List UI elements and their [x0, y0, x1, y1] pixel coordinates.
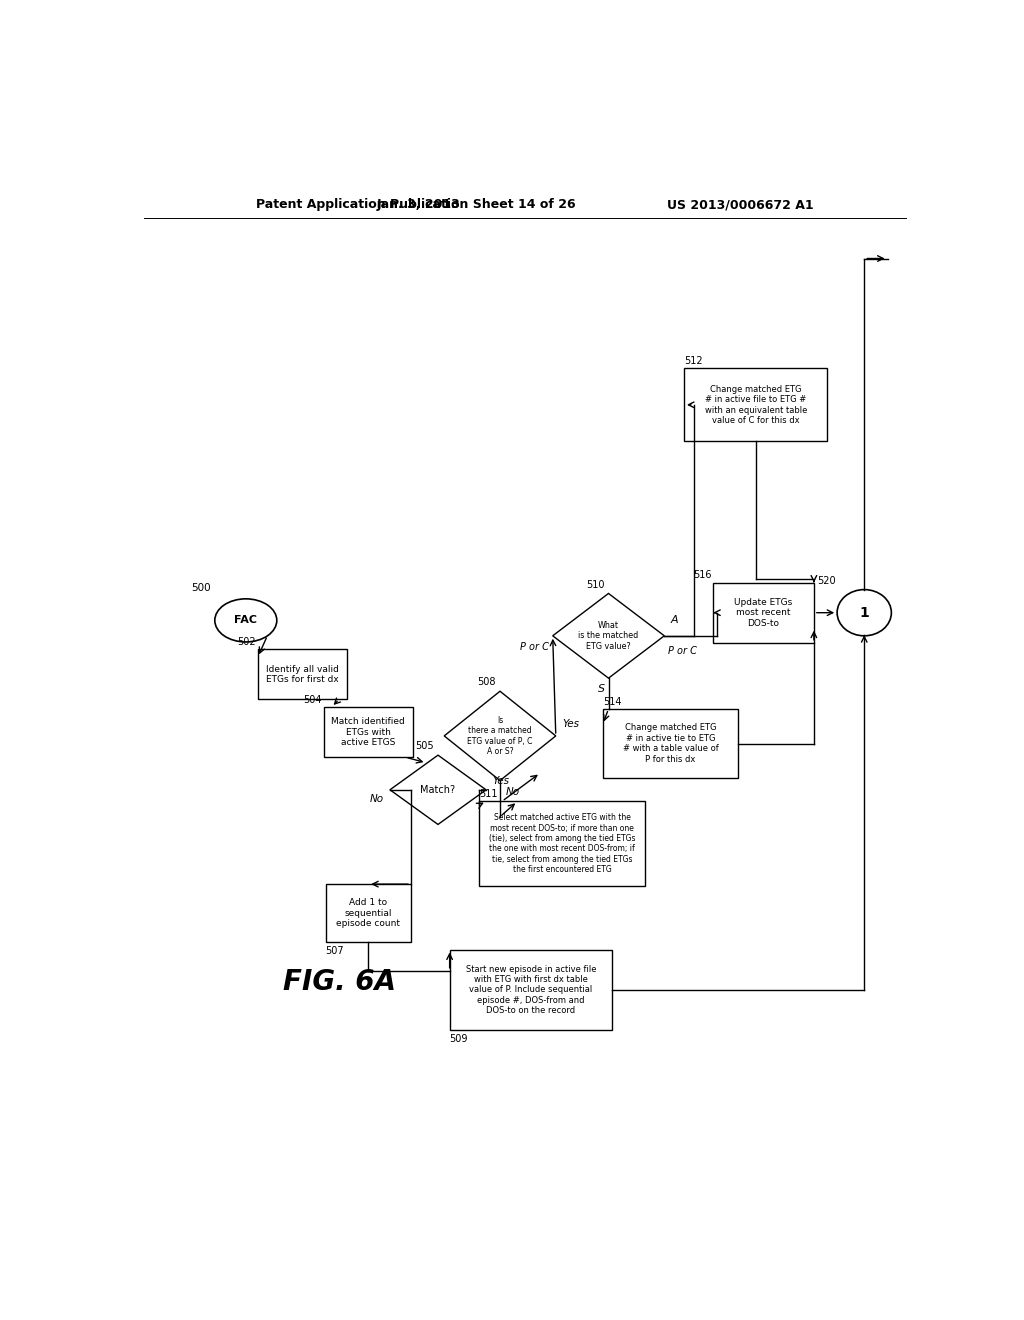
Text: No: No	[506, 787, 520, 797]
Text: FAC: FAC	[234, 615, 257, 626]
Bar	[713, 582, 814, 643]
Text: 505: 505	[416, 742, 434, 751]
Text: 1: 1	[859, 606, 869, 619]
Text: 510: 510	[586, 579, 604, 590]
Text: No: No	[370, 795, 384, 804]
Bar	[450, 949, 612, 1031]
Text: Match identified
ETGs with
active ETGS: Match identified ETGs with active ETGS	[332, 717, 406, 747]
Text: 502: 502	[238, 638, 256, 647]
Text: P or C: P or C	[669, 647, 697, 656]
Text: S: S	[597, 684, 604, 694]
Text: FIG. 6A: FIG. 6A	[283, 969, 396, 997]
Text: Yes: Yes	[562, 719, 579, 730]
Text: 512: 512	[684, 356, 702, 366]
Bar	[258, 649, 347, 700]
Text: Select matched active ETG with the
most recent DOS-to; if more than one
(tie), s: Select matched active ETG with the most …	[488, 813, 635, 874]
Polygon shape	[390, 755, 486, 825]
Text: 520: 520	[817, 576, 836, 586]
Text: 509: 509	[450, 1035, 468, 1044]
Text: 516: 516	[693, 570, 712, 581]
Text: Patent Application Publication: Patent Application Publication	[256, 198, 468, 211]
Polygon shape	[553, 594, 665, 678]
Text: P or C: P or C	[520, 643, 549, 652]
Bar	[603, 709, 738, 779]
Text: Jan. 3, 2013   Sheet 14 of 26: Jan. 3, 2013 Sheet 14 of 26	[377, 198, 577, 211]
Polygon shape	[444, 692, 556, 780]
Text: 507: 507	[326, 945, 344, 956]
Text: Yes: Yes	[493, 776, 509, 785]
Bar	[324, 708, 413, 758]
Text: 508: 508	[477, 677, 496, 688]
Text: What
is the matched
ETG value?: What is the matched ETG value?	[579, 620, 639, 651]
Text: Start new episode in active file
with ETG with first dx table
value of P. Includ: Start new episode in active file with ET…	[466, 965, 596, 1015]
Ellipse shape	[215, 599, 276, 642]
Text: Update ETGs
most recent
DOS-to: Update ETGs most recent DOS-to	[734, 598, 793, 627]
Text: A: A	[671, 615, 678, 626]
Text: Identify all valid
ETGs for first dx: Identify all valid ETGs for first dx	[266, 664, 339, 684]
Bar	[326, 884, 411, 942]
Bar	[684, 368, 827, 441]
Text: 511: 511	[478, 789, 498, 799]
Text: Is
there a matched
ETG value of P, C
A or S?: Is there a matched ETG value of P, C A o…	[467, 715, 532, 756]
Text: Add 1 to
sequential
episode count: Add 1 to sequential episode count	[336, 898, 400, 928]
Ellipse shape	[838, 590, 891, 636]
Text: US 2013/0006672 A1: US 2013/0006672 A1	[667, 198, 813, 211]
Text: 514: 514	[603, 697, 622, 706]
Text: Change matched ETG
# in active file to ETG #
with an equivalent table
value of C: Change matched ETG # in active file to E…	[705, 384, 807, 425]
Text: 504: 504	[304, 694, 323, 705]
Text: 500: 500	[191, 582, 211, 593]
Text: Change matched ETG
# in active tie to ETG
# with a table value of
P for this dx: Change matched ETG # in active tie to ET…	[623, 723, 719, 764]
Bar	[478, 801, 645, 886]
Text: Match?: Match?	[421, 785, 456, 795]
